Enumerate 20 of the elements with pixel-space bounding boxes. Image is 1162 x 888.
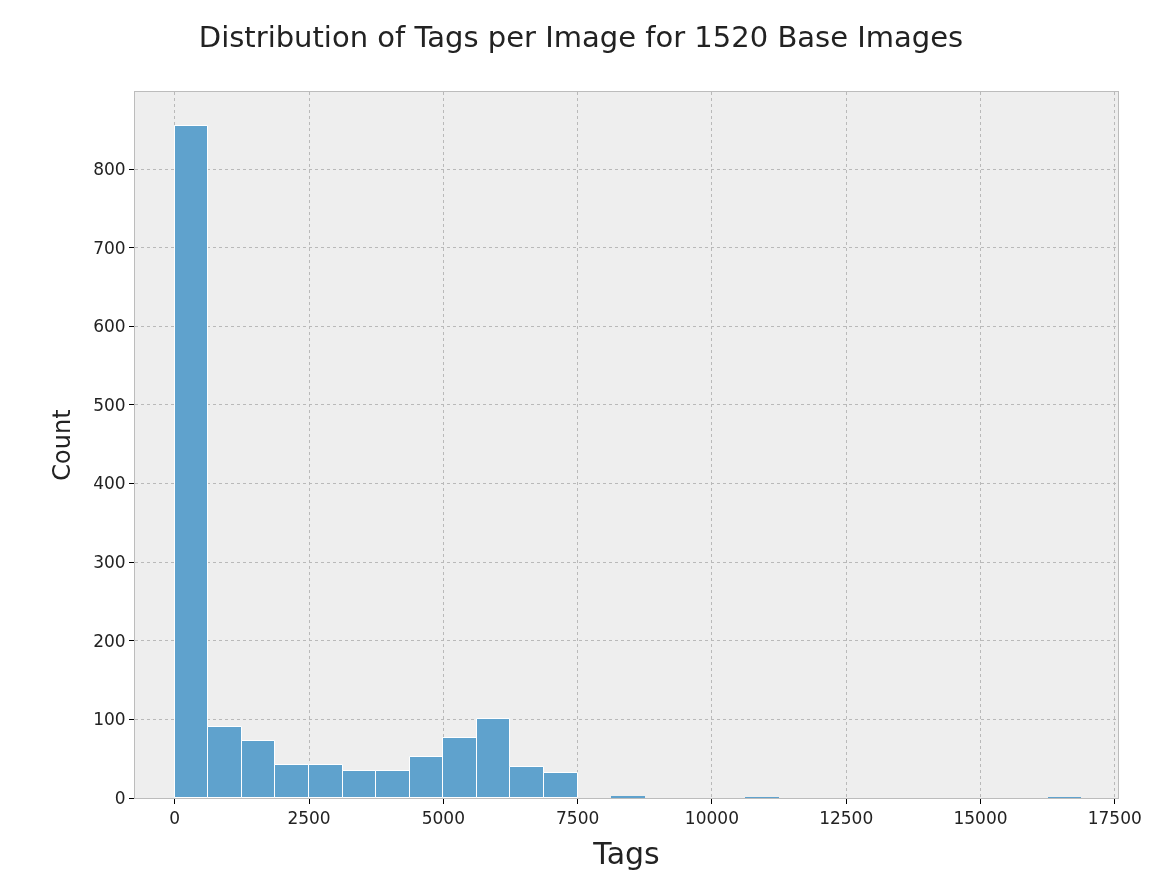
x-tick-label: 10000: [684, 808, 739, 829]
y-tick-label: 400: [93, 473, 126, 494]
y-axis-title: Count: [48, 409, 77, 481]
x-tick-label: 0: [169, 808, 181, 829]
x-tick-label: 7500: [555, 808, 600, 829]
chart-title: Distribution of Tags per Image for 1520 Base Images: [198, 19, 964, 54]
y-tick-label: 700: [93, 237, 126, 258]
x-tick-label: 2500: [287, 808, 331, 829]
x-axis-title: Tags: [592, 835, 660, 871]
y-tick-label: 500: [93, 394, 126, 415]
x-tick-label: 12500: [819, 808, 874, 829]
y-tick-label: 200: [93, 630, 126, 651]
y-tick-label: 100: [93, 709, 126, 730]
y-tick-label: 600: [93, 316, 126, 337]
y-tick-label: 800: [93, 159, 126, 179]
x-tick-label: 5000: [421, 808, 465, 829]
y-tick-label: 0: [114, 787, 126, 808]
x-tick-label: 15000: [953, 808, 1008, 829]
x-tick-label: 17500: [1087, 808, 1142, 829]
y-tick-label: 300: [93, 552, 126, 573]
